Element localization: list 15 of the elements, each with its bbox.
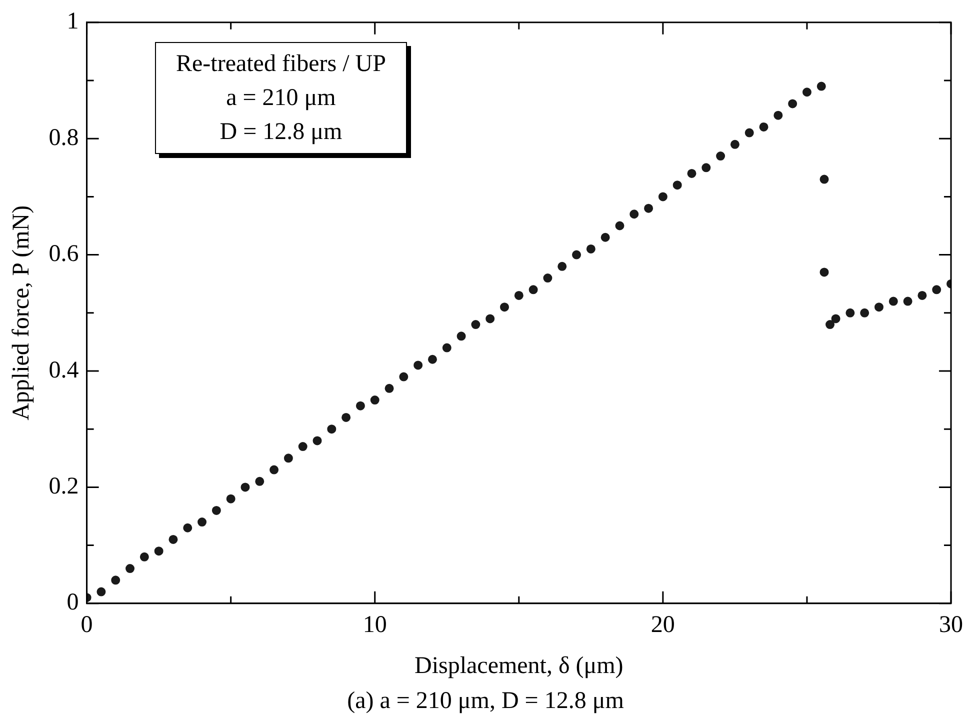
y-tick-label: 0.2 [48, 473, 79, 500]
y-tick-label: 0 [66, 590, 79, 616]
y-tick-label: 0.6 [48, 241, 79, 268]
x-tick-label: 10 [362, 612, 387, 638]
annotation: D = 12.8 μm [218, 118, 344, 147]
x-tick-label: 30 [939, 612, 963, 638]
text: (a) a = 210 μm, D = 12.8 μm [346, 688, 625, 715]
x-axis-title: Displacement, δ (μm) [414, 652, 624, 679]
y-tick-label: 0.8 [48, 124, 79, 151]
y-tick-label: 1 [66, 8, 79, 35]
annotation: a = 210 μm [225, 84, 337, 113]
x-tick-label: 20 [650, 612, 675, 638]
annotation: Re-treated fibers / UP [176, 50, 386, 79]
y-axis-title: Applied force, P (mN) [8, 205, 35, 420]
y-tick-label: 0.4 [48, 357, 79, 384]
